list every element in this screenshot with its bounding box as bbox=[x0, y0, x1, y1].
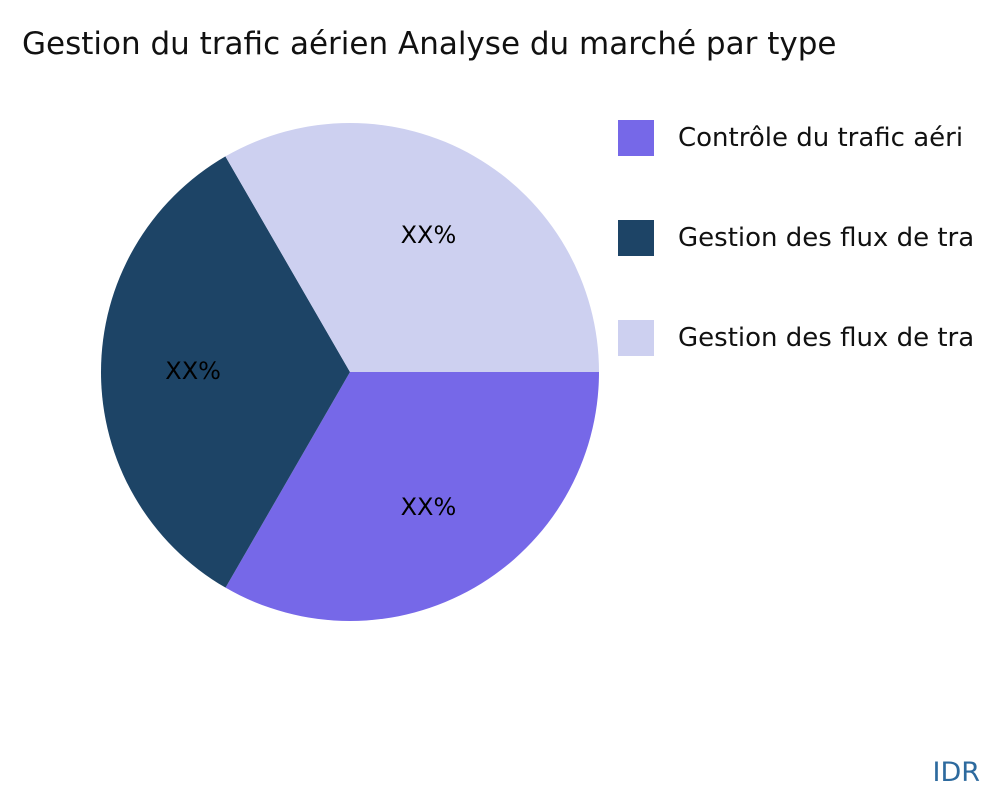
pie-chart-container: XX% XX% XX% bbox=[100, 122, 600, 622]
legend-label: Gestion des flux de tra bbox=[678, 323, 975, 353]
page-title: Gestion du trafic aérien Analyse du marc… bbox=[22, 26, 837, 62]
pie-slice bbox=[225, 372, 600, 622]
legend-swatch-purple bbox=[618, 120, 654, 156]
pie-slice bbox=[100, 156, 350, 588]
legend-item: Gestion des flux de tra bbox=[618, 320, 974, 356]
pie-slice-label: XX% bbox=[401, 493, 457, 521]
pie-chart: XX% XX% XX% bbox=[100, 122, 600, 622]
legend-label: Contrôle du trafic aéri bbox=[678, 123, 964, 153]
legend: Contrôle du trafic aéri Gestion des flux… bbox=[618, 120, 974, 356]
pie-slice-label: XX% bbox=[165, 357, 221, 385]
legend-item: Contrôle du trafic aéri bbox=[618, 120, 974, 156]
legend-swatch-lavender bbox=[618, 320, 654, 356]
pie-slice-label: XX% bbox=[401, 221, 457, 249]
brand-watermark: IDR bbox=[932, 757, 980, 788]
legend-item: Gestion des flux de tra bbox=[618, 220, 974, 256]
legend-label: Gestion des flux de tra bbox=[678, 223, 975, 253]
pie-slice bbox=[225, 122, 599, 373]
legend-swatch-navy bbox=[618, 220, 654, 256]
